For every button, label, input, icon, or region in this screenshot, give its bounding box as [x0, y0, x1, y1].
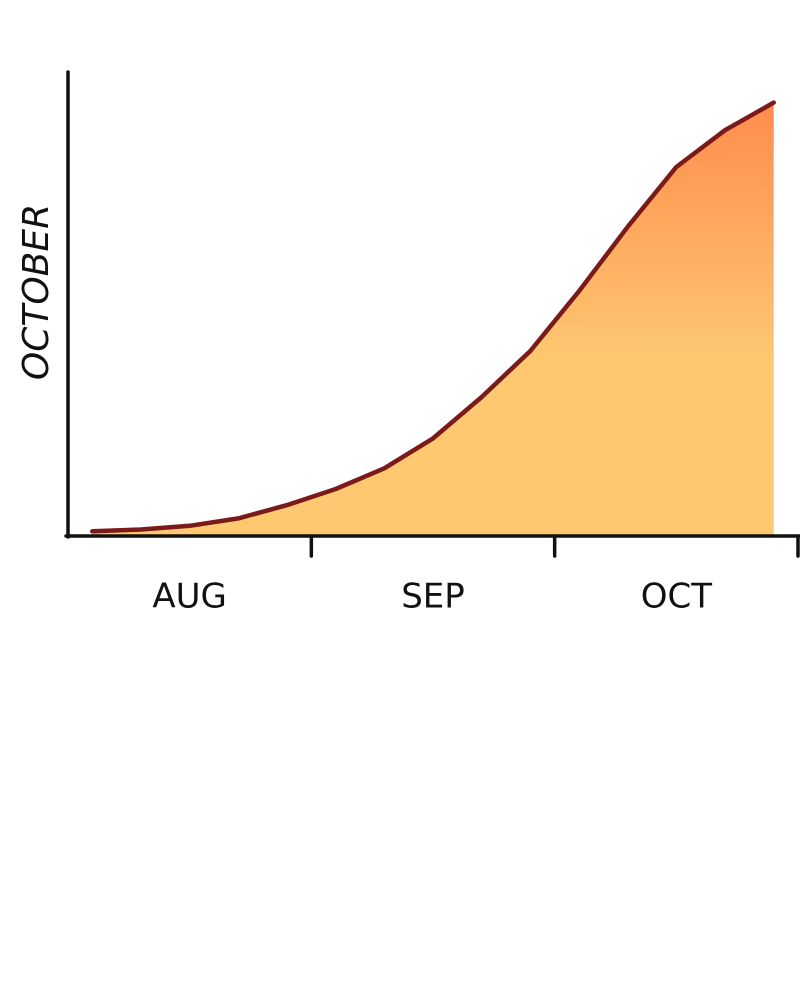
y-axis-title: OCTOBER [16, 204, 57, 380]
x-tick-label: SEP [401, 577, 465, 617]
plot-area [90, 100, 776, 535]
x-tick-label: OCT [641, 577, 713, 617]
line [90, 100, 776, 534]
x-tick-label: AUG [152, 577, 227, 617]
area [92, 102, 774, 535]
